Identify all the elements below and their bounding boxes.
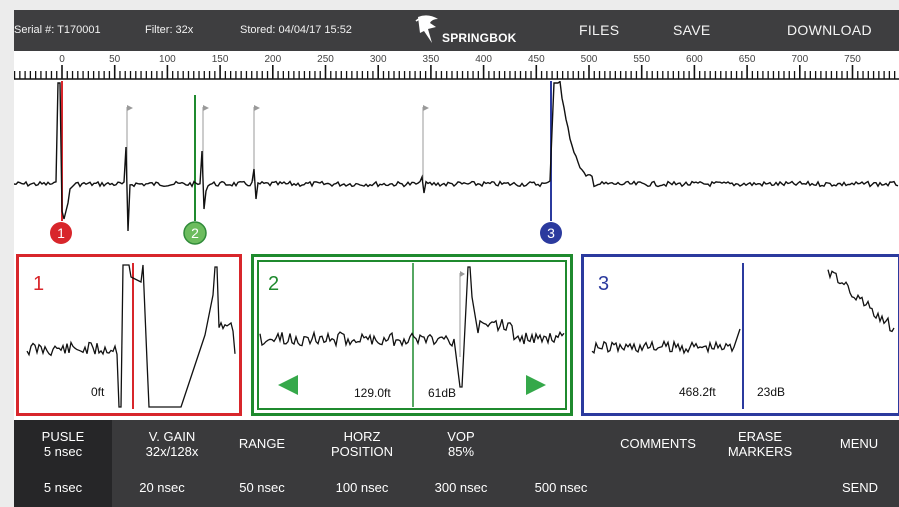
ruler-tick-label: 750	[844, 54, 861, 65]
range-button[interactable]: RANGE	[222, 436, 302, 451]
ruler-scale: 0 50 100 150 200 250 300 350 400 450 500 550 600 650 7…	[14, 54, 899, 80]
files-button[interactable]: FILES	[579, 22, 620, 38]
horz-position-button[interactable]: HORZ POSITION	[314, 429, 410, 459]
v-gain-label: V. GAIN	[148, 429, 196, 444]
arrow-right-icon[interactable]	[524, 373, 548, 397]
panel-gain: 23dB	[757, 385, 786, 399]
vop-label: VOP	[447, 429, 475, 444]
svg-text:1: 1	[57, 225, 65, 241]
serial-number: Serial #: T170001	[14, 24, 101, 36]
ruler-tick-label: 200	[264, 54, 281, 65]
horz-label: HORZ	[343, 429, 381, 444]
panel-3-trace	[591, 263, 895, 409]
panel-number: 3	[598, 273, 610, 295]
marker-1[interactable]: 1	[50, 222, 72, 244]
waveform-trace[interactable]: 1 2 3	[14, 81, 899, 249]
distance-ruler: 0 50 100 150 200 250 300 350 400 450 500 550 600 650 7…	[14, 51, 899, 81]
ruler-tick-label: 650	[739, 54, 756, 65]
vop-value: 85%	[447, 444, 475, 459]
pulse-option-20[interactable]: 20 nsec	[139, 480, 185, 495]
v-gain-value: 32x/128x	[145, 444, 199, 459]
ruler-tick-label: 250	[317, 54, 334, 65]
erase-label: ERASE	[737, 429, 783, 444]
menu-button[interactable]: MENU	[824, 436, 894, 451]
ruler-tick-label: 400	[475, 54, 492, 65]
pulse-label: PUSLE	[41, 429, 85, 444]
zoom-panels: 1 0ft 2 129.0ft 61dB	[14, 249, 899, 420]
comments-label: COMMENTS	[620, 436, 696, 451]
vop-button[interactable]: VOP 85%	[426, 429, 496, 459]
event-flag	[422, 105, 429, 181]
erase-markers-button[interactable]: ERASE MARKERS	[712, 429, 808, 459]
ruler-tick-label: 600	[686, 54, 703, 65]
marker-2[interactable]: 2	[183, 221, 207, 245]
save-button[interactable]: SAVE	[673, 22, 711, 38]
pulse-option-500[interactable]: 500 nsec	[534, 480, 588, 495]
ruler-tick-label: 0	[59, 54, 65, 65]
filter-info: Filter: 32x	[145, 24, 194, 36]
panel-3-tail	[827, 269, 895, 333]
zoom-panel-3[interactable]: 3 468.2ft 23dB	[581, 254, 899, 416]
ruler-tick-label: 550	[633, 54, 650, 65]
panel-gain: 61dB	[428, 386, 457, 400]
svg-text:2: 2	[191, 225, 199, 241]
panel-distance: 0ft	[91, 385, 105, 399]
range-label: RANGE	[238, 436, 286, 451]
toolbar-main-row: PUSLE 5 nsec V. GAIN 32x/128x RANGE HORZ…	[14, 420, 899, 468]
zoom-panel-2[interactable]: 2 129.0ft 61dB	[251, 254, 573, 416]
pulse-value: 5 nsec	[43, 444, 83, 459]
markers-label: MARKERS	[727, 444, 793, 459]
panel-distance: 129.0ft	[354, 386, 391, 400]
event-flag	[253, 105, 260, 181]
marker-3[interactable]: 3	[540, 222, 562, 244]
ruler-tick-label: 50	[109, 54, 121, 65]
pulse-option-5[interactable]: 5 nsec	[14, 468, 112, 507]
header-bar: Serial #: T170001 Filter: 32x Stored: 04…	[14, 10, 899, 51]
download-button[interactable]: DOWNLOAD	[787, 22, 872, 38]
pulse-options-row: 5 nsec 20 nsec 50 nsec 100 nsec 300 nsec…	[14, 468, 899, 507]
ruler-tick-label: 350	[423, 54, 440, 65]
ruler-tick-label: 150	[212, 54, 229, 65]
springbok-logo: SPRINGBOK	[414, 13, 524, 49]
ruler-tick-label: 700	[791, 54, 808, 65]
event-flag	[202, 105, 209, 181]
position-label: POSITION	[330, 444, 394, 459]
pulse-option-100[interactable]: 100 nsec	[335, 480, 389, 495]
comments-button[interactable]: COMMENTS	[610, 436, 706, 451]
ruler-tick-label: 300	[370, 54, 387, 65]
v-gain-button[interactable]: V. GAIN 32x/128x	[122, 429, 222, 459]
pulse-button[interactable]: PUSLE 5 nsec	[14, 420, 112, 468]
panel-2-trace	[259, 263, 565, 407]
arrow-left-icon[interactable]	[276, 373, 300, 397]
waveform-line	[14, 81, 899, 232]
panel-number: 2	[268, 273, 280, 295]
bottom-toolbar: PUSLE 5 nsec V. GAIN 32x/128x RANGE HORZ…	[14, 420, 899, 507]
stored-timestamp: Stored: 04/04/17 15:52	[240, 24, 352, 36]
ruler-tick-label: 500	[581, 54, 598, 65]
panel-1-trace	[26, 263, 236, 409]
svg-text:3: 3	[547, 225, 555, 241]
ruler-tick-label: 450	[528, 54, 545, 65]
event-flag	[126, 105, 133, 181]
springbok-icon	[415, 15, 438, 43]
panel-number: 1	[33, 273, 45, 295]
panel-distance: 468.2ft	[679, 385, 716, 399]
menu-label: MENU	[839, 436, 879, 451]
pulse-option-50[interactable]: 50 nsec	[239, 480, 285, 495]
ruler-tick-label: 100	[159, 54, 176, 65]
pulse-option-300[interactable]: 300 nsec	[434, 480, 488, 495]
zoom-panel-1[interactable]: 1 0ft	[16, 254, 242, 416]
panel-inner-frame	[257, 260, 567, 410]
waveform-plot: 1 2 3	[14, 81, 899, 245]
logo-text: SPRINGBOK	[442, 31, 517, 45]
send-button[interactable]: SEND	[841, 480, 879, 495]
